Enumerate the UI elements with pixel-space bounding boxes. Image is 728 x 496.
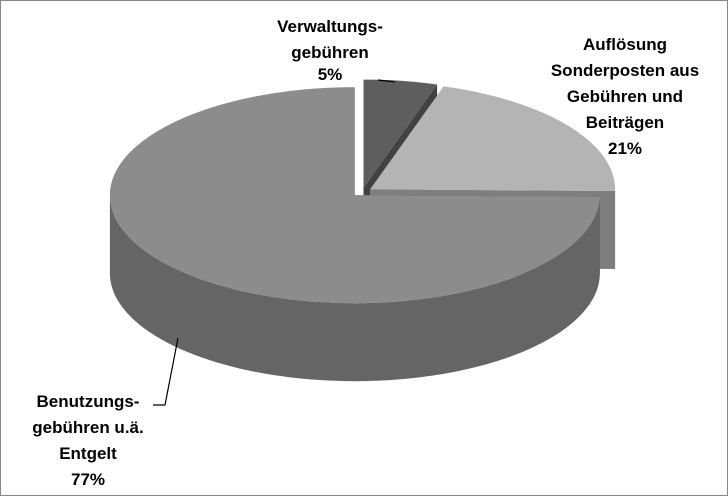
value-label: 21%	[608, 139, 642, 158]
slice	[370, 86, 616, 191]
slice	[363, 79, 438, 188]
leader-line	[153, 337, 179, 406]
slice-label: Verwaltungs-gebühren	[277, 17, 383, 62]
slice-label: Benutzungs-gebühren u.ä. Entgelt	[32, 392, 143, 463]
slice-label: Auflösung Sonderposten aus Gebühren und Bei…	[551, 35, 699, 132]
value-label: 77%	[71, 470, 105, 489]
value-label: 5%	[318, 65, 343, 84]
slice-side	[109, 195, 600, 382]
leader-line	[377, 79, 396, 83]
slice	[109, 87, 600, 304]
